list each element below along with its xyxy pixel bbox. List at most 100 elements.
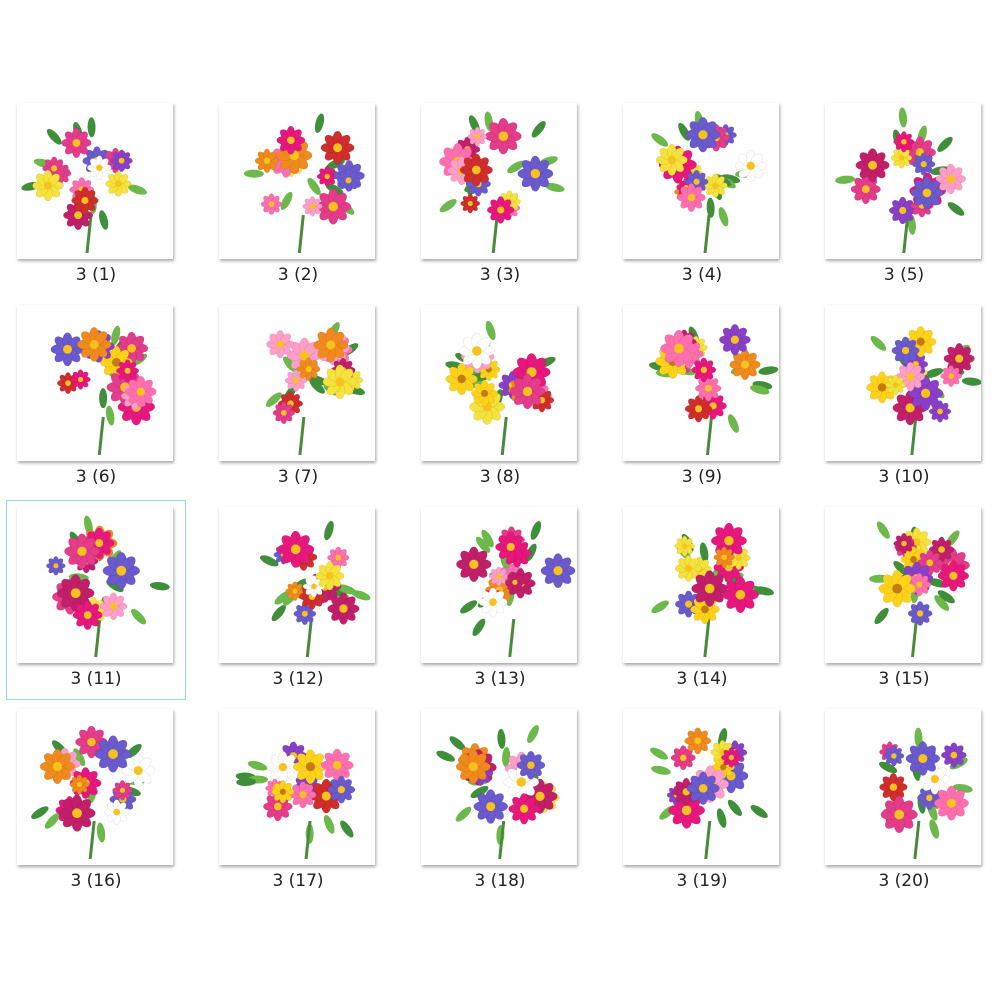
flower <box>75 725 108 759</box>
file-item[interactable]: 3 (6) <box>6 298 186 498</box>
leaf <box>99 388 108 409</box>
leaf <box>878 761 898 774</box>
flower <box>293 602 317 626</box>
stem <box>703 618 711 658</box>
file-item[interactable]: 3 (16) <box>6 702 186 902</box>
file-item[interactable]: 3 (10) <box>814 298 994 498</box>
flower <box>69 774 90 795</box>
flower-center <box>332 760 342 770</box>
file-item[interactable]: 3 (18) <box>410 702 590 902</box>
flower <box>87 155 112 181</box>
flower <box>866 371 899 404</box>
flower-center <box>889 783 898 791</box>
flower-center <box>333 143 343 153</box>
flower-center <box>735 554 742 562</box>
leaf <box>934 595 950 611</box>
leaf <box>31 806 49 820</box>
flower <box>684 395 713 423</box>
flower <box>56 574 95 613</box>
file-item[interactable]: 3 (5) <box>814 96 994 296</box>
flower-center <box>701 605 709 614</box>
leaf <box>243 169 264 178</box>
flower <box>478 587 508 617</box>
flower-center <box>113 808 121 816</box>
file-item[interactable]: 3 (7) <box>208 298 388 498</box>
stem <box>703 214 711 254</box>
flower-center <box>136 387 145 396</box>
flower <box>271 780 295 804</box>
stem <box>910 416 918 456</box>
flower-center <box>469 559 479 569</box>
flower-center <box>309 203 316 210</box>
stem <box>910 618 918 658</box>
flower-center <box>949 571 958 580</box>
flower <box>327 775 356 804</box>
leaf <box>105 405 115 426</box>
file-item[interactable]: 3 (17) <box>208 702 388 902</box>
flower <box>912 152 936 176</box>
leaf <box>485 320 496 341</box>
leaf <box>497 728 506 749</box>
file-item[interactable]: 3 (15) <box>814 500 994 700</box>
leaf <box>727 799 742 817</box>
flower-center <box>77 376 84 383</box>
file-item[interactable]: 3 (2) <box>208 96 388 296</box>
file-item[interactable]: 3 (1) <box>6 96 186 296</box>
leaf <box>436 750 455 762</box>
file-item[interactable]: 3 (11) <box>6 500 186 700</box>
flower-center <box>681 543 688 549</box>
flower <box>58 794 96 832</box>
flower-center <box>77 546 87 556</box>
file-item[interactable]: 3 (8) <box>410 298 590 498</box>
leaf <box>455 806 472 822</box>
leaf <box>472 618 486 636</box>
leaf <box>460 600 478 614</box>
flower-center <box>339 604 348 613</box>
stem <box>705 416 713 456</box>
file-name: 3 (10) <box>878 467 930 487</box>
flower-center <box>667 155 677 165</box>
leaf <box>449 736 466 751</box>
flower-center <box>76 781 83 788</box>
stem <box>97 416 105 456</box>
file-item[interactable]: 3 (13) <box>410 500 590 700</box>
file-name: 3 (9) <box>681 467 723 487</box>
flower <box>445 362 478 396</box>
file-item[interactable]: 3 (20) <box>814 702 994 902</box>
flower-center <box>481 389 489 397</box>
leaf <box>758 366 779 375</box>
flower <box>320 748 354 782</box>
file-name: 3 (3) <box>479 265 521 285</box>
flower <box>907 375 944 411</box>
leaf <box>236 778 257 787</box>
file-item[interactable]: 3 (14) <box>612 500 792 700</box>
flower <box>660 329 698 368</box>
flower-center <box>280 409 287 416</box>
file-item[interactable]: 3 (4) <box>612 96 792 296</box>
leaf <box>260 555 279 567</box>
flower-center <box>901 346 910 355</box>
file-item[interactable]: 3 (9) <box>612 298 792 498</box>
flower <box>456 546 492 583</box>
thumbnail <box>421 709 577 865</box>
leaf <box>750 385 770 395</box>
file-item[interactable]: 3 (19) <box>612 702 792 902</box>
flower-center <box>948 373 954 379</box>
flower-center <box>704 384 712 392</box>
flower-center <box>938 546 945 553</box>
leaf <box>46 128 62 145</box>
flower-center <box>116 565 127 576</box>
file-item[interactable]: 3 (3) <box>410 96 590 296</box>
flower-center <box>681 805 692 816</box>
flower <box>308 778 344 814</box>
flower-center <box>124 367 131 374</box>
file-item[interactable]: 3 (12) <box>208 500 388 700</box>
thumbnail <box>825 507 981 663</box>
flower-center <box>293 377 299 384</box>
flower <box>695 375 722 402</box>
flower <box>893 131 915 153</box>
flower-center <box>345 177 352 184</box>
flower <box>907 601 933 626</box>
leaf <box>961 377 981 386</box>
flower-center <box>918 754 928 764</box>
